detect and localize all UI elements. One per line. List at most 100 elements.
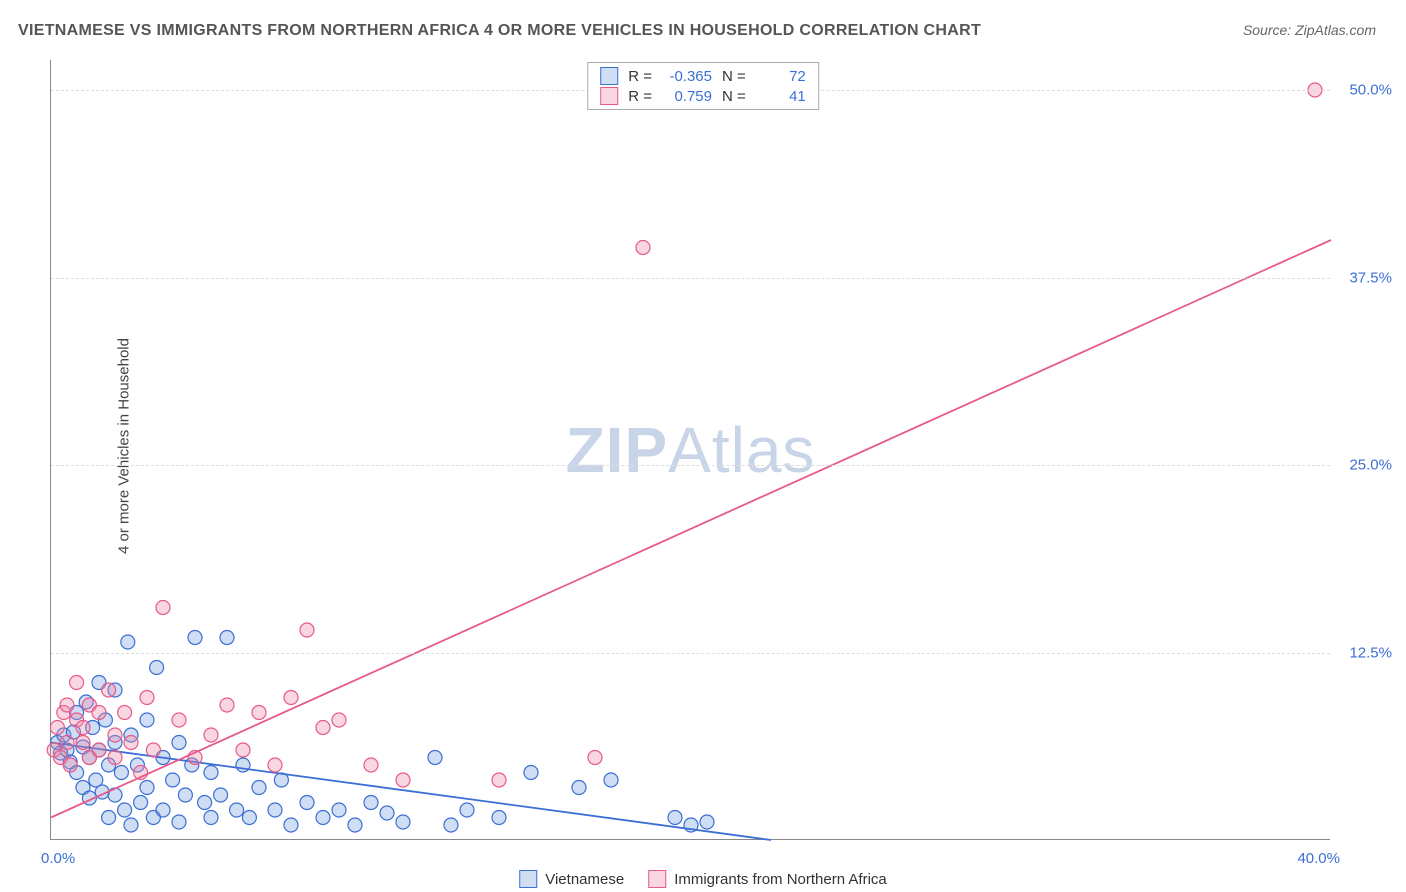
data-point <box>63 758 77 772</box>
data-point <box>492 773 506 787</box>
data-point <box>102 811 116 825</box>
swatch-series2 <box>600 87 618 105</box>
data-point <box>172 713 186 727</box>
data-point <box>252 706 266 720</box>
data-point <box>92 706 106 720</box>
legend-bottom: Vietnamese Immigrants from Northern Afri… <box>519 870 887 888</box>
data-point <box>242 811 256 825</box>
data-point <box>108 751 122 765</box>
data-point <box>332 803 346 817</box>
data-point <box>60 698 74 712</box>
y-tick-label: 50.0% <box>1349 82 1392 99</box>
data-point <box>121 635 135 649</box>
data-point <box>156 803 170 817</box>
n-value-2: 41 <box>756 88 806 105</box>
data-point <box>188 631 202 645</box>
data-point <box>604 773 618 787</box>
r-value-1: -0.365 <box>662 68 712 85</box>
y-tick-label: 37.5% <box>1349 269 1392 286</box>
data-point <box>268 803 282 817</box>
data-point <box>118 803 132 817</box>
regression-line <box>51 743 771 841</box>
data-point <box>364 796 378 810</box>
r-label-2: R = <box>628 88 652 105</box>
legend-label-2: Immigrants from Northern Africa <box>674 871 887 888</box>
chart-svg <box>51 60 1330 839</box>
data-point <box>118 706 132 720</box>
x-tick-label: 0.0% <box>41 850 75 867</box>
data-point <box>492 811 506 825</box>
chart-title: VIETNAMESE VS IMMIGRANTS FROM NORTHERN A… <box>18 22 981 40</box>
data-point <box>50 721 64 735</box>
data-point <box>178 788 192 802</box>
data-point <box>70 676 84 690</box>
legend-item-2: Immigrants from Northern Africa <box>648 870 887 888</box>
data-point <box>364 758 378 772</box>
data-point <box>252 781 266 795</box>
data-point <box>76 721 90 735</box>
data-point <box>444 818 458 832</box>
grid-line <box>51 278 1330 279</box>
data-point <box>108 728 122 742</box>
swatch-series1 <box>600 67 618 85</box>
data-point <box>284 691 298 705</box>
r-value-2: 0.759 <box>662 88 712 105</box>
data-point <box>156 601 170 615</box>
data-point <box>76 736 90 750</box>
data-point <box>332 713 346 727</box>
x-tick-label: 40.0% <box>1297 850 1340 867</box>
stats-row-1: R = -0.365 N = 72 <box>588 66 818 86</box>
data-point <box>134 796 148 810</box>
data-point <box>204 766 218 780</box>
stats-legend-box: R = -0.365 N = 72 R = 0.759 N = 41 <box>587 62 819 110</box>
data-point <box>124 818 138 832</box>
data-point <box>524 766 538 780</box>
data-point <box>572 781 586 795</box>
data-point <box>636 241 650 255</box>
data-point <box>380 806 394 820</box>
legend-label-1: Vietnamese <box>545 871 624 888</box>
grid-line <box>51 653 1330 654</box>
y-tick-label: 25.0% <box>1349 457 1392 474</box>
y-tick-label: 12.5% <box>1349 644 1392 661</box>
data-point <box>124 736 138 750</box>
data-point <box>146 743 160 757</box>
data-point <box>348 818 362 832</box>
data-point <box>204 728 218 742</box>
data-point <box>284 818 298 832</box>
data-point <box>428 751 442 765</box>
data-point <box>60 736 74 750</box>
grid-line <box>51 465 1330 466</box>
data-point <box>300 623 314 637</box>
data-point <box>140 691 154 705</box>
data-point <box>172 815 186 829</box>
data-point <box>220 631 234 645</box>
data-point <box>460 803 474 817</box>
legend-swatch-1 <box>519 870 537 888</box>
data-point <box>172 736 186 750</box>
data-point <box>268 758 282 772</box>
data-point <box>300 796 314 810</box>
stats-row-2: R = 0.759 N = 41 <box>588 86 818 106</box>
data-point <box>316 811 330 825</box>
data-point <box>396 815 410 829</box>
n-label-2: N = <box>722 88 746 105</box>
regression-line <box>51 240 1331 818</box>
legend-swatch-2 <box>648 870 666 888</box>
data-point <box>316 721 330 735</box>
data-point <box>700 815 714 829</box>
data-point <box>140 713 154 727</box>
data-point <box>92 743 106 757</box>
n-value-1: 72 <box>756 68 806 85</box>
data-point <box>140 781 154 795</box>
n-label: N = <box>722 68 746 85</box>
data-point <box>198 796 212 810</box>
data-point <box>220 698 234 712</box>
data-point <box>204 811 218 825</box>
data-point <box>102 683 116 697</box>
data-point <box>114 766 128 780</box>
data-point <box>236 743 250 757</box>
data-point <box>396 773 410 787</box>
data-point <box>150 661 164 675</box>
data-point <box>668 811 682 825</box>
